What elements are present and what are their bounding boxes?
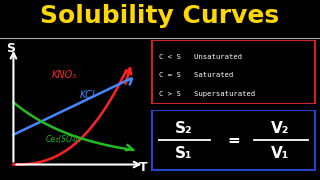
Text: C = S   Saturated: C = S Saturated [159, 72, 233, 78]
Text: KCl: KCl [80, 90, 95, 100]
Text: Ce₂(SO₄)₃: Ce₂(SO₄)₃ [46, 136, 82, 145]
Text: S₂: S₂ [175, 121, 193, 136]
Text: C > S   Supersaturated: C > S Supersaturated [159, 91, 255, 97]
Text: V₁: V₁ [271, 146, 289, 161]
Text: S: S [6, 42, 15, 55]
Text: KNO₃: KNO₃ [52, 70, 76, 80]
Text: V₂: V₂ [271, 121, 289, 136]
Text: =: = [227, 133, 240, 148]
Text: Solubility Curves: Solubility Curves [40, 4, 280, 28]
Text: C < S   Unsaturated: C < S Unsaturated [159, 54, 242, 60]
Text: S₁: S₁ [175, 146, 193, 161]
Text: T: T [139, 161, 148, 174]
